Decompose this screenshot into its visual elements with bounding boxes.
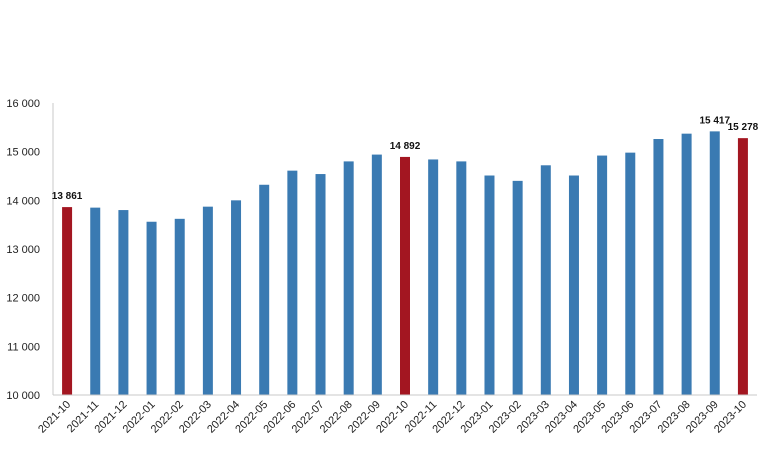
bar [512,180,523,395]
bar [709,131,720,395]
bar [287,170,298,395]
bar [259,184,270,395]
bar [568,175,579,395]
bar [146,221,157,395]
bar [597,155,608,395]
data-label: 14 892 [390,141,421,152]
y-tick-label: 12 000 [6,293,40,305]
y-tick-label: 11 000 [7,341,40,353]
y-tick-label: 10 000 [6,390,40,402]
bar-highlighted [737,138,748,395]
bar [315,174,326,395]
bar [174,218,185,395]
bar [118,210,129,395]
data-label: 15 278 [728,122,759,133]
y-tick-label: 16 000 [6,98,40,110]
bar [231,200,242,395]
bars-group [62,131,748,395]
bar [90,207,101,395]
y-axis: 10 000 11 000 12 000 13 000 14 000 15 000 16 0… [6,98,54,402]
bar [343,161,354,395]
y-tick-label: 15 000 [6,147,40,159]
bar [202,206,213,395]
x-axis: 2021-102021-112021-122022-012022-022022-… [36,394,757,436]
data-label: 13 861 [52,191,83,202]
bar [371,154,382,395]
bar [540,165,551,395]
bar [653,139,664,395]
y-tick-label: 14 000 [6,195,40,207]
bar [625,152,636,395]
y-tick-label: 13 000 [6,244,40,256]
bar-highlighted [62,207,73,395]
bar [484,175,495,395]
bar [428,159,439,395]
bar [681,133,692,395]
bar [456,161,467,395]
bar-highlighted [400,156,410,395]
data-label: 15 417 [699,115,730,126]
